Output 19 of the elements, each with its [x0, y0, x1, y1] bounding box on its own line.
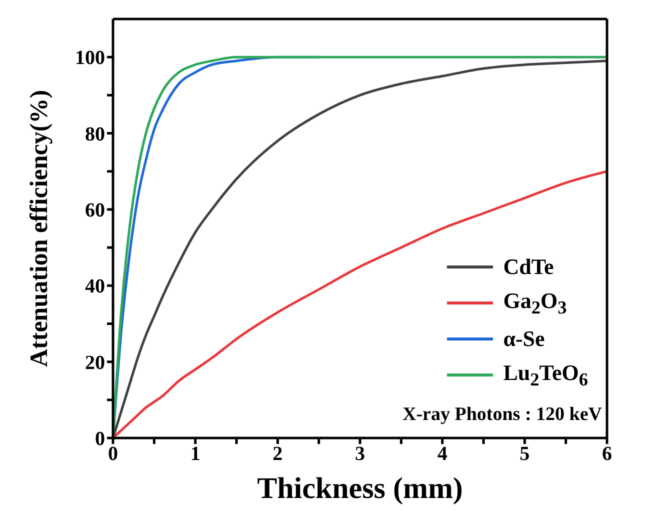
- legend-label: Ga$_{2}$O$_{3}$: [503, 288, 567, 318]
- x-tick-label: 6: [602, 443, 612, 466]
- x-axis-title: Thickness (mm): [257, 472, 463, 505]
- y-tick-label: 60: [85, 200, 105, 222]
- x-tick-label: 1: [190, 443, 200, 466]
- x-tick-label: 3: [355, 443, 365, 466]
- y-tick-label: 20: [85, 352, 105, 374]
- legend-label: α-Se: [503, 326, 545, 352]
- y-tick-label: 80: [85, 123, 105, 146]
- legend-label: CdTe: [503, 254, 554, 280]
- x-tick-label: 4: [437, 443, 448, 466]
- x-tick-label: 5: [520, 443, 530, 466]
- y-tick-label: 40: [85, 276, 105, 298]
- y-tick-label: 0: [95, 428, 105, 450]
- y-axis-title: Attenuation efficiency(%): [26, 90, 53, 368]
- legend-label: Lu$_{2}$TeO$_{6}$: [503, 360, 588, 390]
- y-tick-label: 100: [75, 47, 105, 70]
- x-tick-label: 2: [272, 443, 283, 466]
- annotation: X-ray Photons : 120 keV: [402, 404, 602, 426]
